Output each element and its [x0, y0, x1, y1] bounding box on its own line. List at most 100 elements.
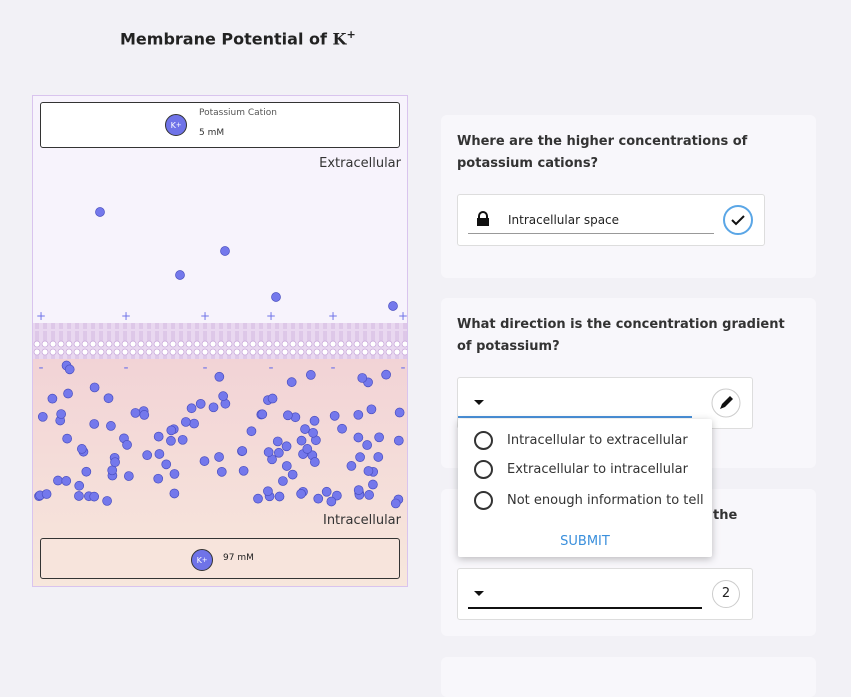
ion [363, 466, 374, 476]
ion [214, 371, 225, 382]
charge-sign: + [36, 309, 46, 323]
ion [281, 441, 292, 452]
ion [166, 425, 177, 436]
ion [390, 498, 401, 509]
question-card [441, 657, 816, 697]
ion [374, 432, 384, 443]
charge-sign: - [38, 360, 43, 376]
ion [388, 301, 398, 311]
membrane-panel: + - + - + - + - + - + - K+ Potassium Cation 5 mM Ex… [32, 95, 408, 587]
ion [220, 246, 230, 256]
ion [169, 488, 180, 499]
ion [394, 407, 405, 418]
ion [130, 408, 141, 418]
charge-sign: - [400, 360, 405, 376]
ion [332, 490, 342, 501]
ion [238, 465, 249, 476]
ion [124, 471, 134, 481]
top-label: Potassium Cation [199, 108, 277, 118]
ion [103, 393, 114, 404]
ion [214, 452, 224, 462]
ion [346, 461, 357, 471]
submit-button[interactable]: SUBMIT [560, 534, 610, 549]
ion [393, 435, 404, 446]
ion [353, 409, 364, 420]
answer-field: Intracellular space [457, 194, 765, 246]
ion [353, 432, 364, 443]
charge-sign: + [200, 309, 210, 323]
ion [102, 496, 112, 506]
ion [267, 393, 278, 404]
ion [368, 479, 378, 490]
page-title: Membrane Potential of K+ [120, 28, 356, 48]
ion [180, 417, 191, 427]
ion [77, 444, 87, 454]
ion [329, 411, 340, 421]
ion [381, 369, 391, 380]
edit-icon[interactable] [710, 387, 742, 419]
ion [107, 465, 118, 476]
ion [56, 409, 66, 419]
ion [302, 444, 313, 454]
ion [353, 485, 364, 495]
ion [326, 496, 337, 507]
ion [366, 404, 377, 415]
option[interactable]: Not enough information to tell [474, 491, 704, 510]
select-field[interactable]: 2 [457, 568, 753, 620]
charge-sign: - [330, 360, 335, 376]
ion [41, 489, 52, 499]
ion [271, 292, 281, 302]
ion [237, 446, 248, 456]
ion [296, 435, 307, 446]
option[interactable]: Intracellular to extracellular [474, 431, 688, 450]
question-card: Where are the higher concentrations of p… [441, 115, 816, 278]
ion [257, 409, 268, 420]
bottom-box: K + 97 mM [40, 538, 400, 579]
question-text: the [713, 508, 738, 523]
ion [357, 373, 368, 383]
ion [321, 486, 332, 497]
title-charge: + [346, 28, 356, 41]
option[interactable]: Extracellular to intracellular [474, 460, 688, 479]
question-text: What direction is the concentration grad… [457, 317, 785, 354]
ion [362, 440, 373, 450]
charge-sign: - [268, 360, 273, 376]
ion [89, 419, 100, 429]
ion [263, 486, 273, 497]
charge-sign: + [121, 309, 131, 323]
ion [305, 370, 316, 380]
ion [175, 270, 185, 280]
ion [287, 469, 298, 480]
lock-icon [477, 211, 489, 226]
page: Membrane Potential of K+ +-+-+-+-+-+- K+… [32, 28, 816, 620]
charge-sign: + [266, 309, 276, 323]
title-ion: K [332, 29, 347, 49]
ion [154, 449, 165, 459]
answer-text: Intracellular space [508, 213, 620, 227]
ion [253, 493, 263, 504]
ion [278, 476, 288, 486]
ion [110, 457, 120, 468]
ion [37, 411, 48, 422]
ion [64, 364, 75, 375]
ion [218, 391, 229, 401]
ion [74, 480, 85, 491]
outside-label: Extracellular [319, 156, 401, 171]
ion [309, 457, 320, 467]
ion [47, 393, 58, 404]
top-conc: 5 mM [199, 128, 225, 138]
ion [216, 467, 227, 477]
ion [300, 424, 310, 434]
ion [246, 426, 257, 437]
ion [61, 476, 72, 486]
ion [189, 418, 199, 429]
ion [63, 388, 73, 399]
ion [296, 489, 306, 499]
charge-sign: + [398, 309, 407, 323]
ion [53, 475, 63, 486]
ion [153, 473, 164, 484]
ion [153, 431, 164, 442]
ion [62, 433, 72, 444]
dropdown-menu: Intracellular to extracellular Extracell… [458, 419, 712, 557]
ion [142, 450, 153, 460]
